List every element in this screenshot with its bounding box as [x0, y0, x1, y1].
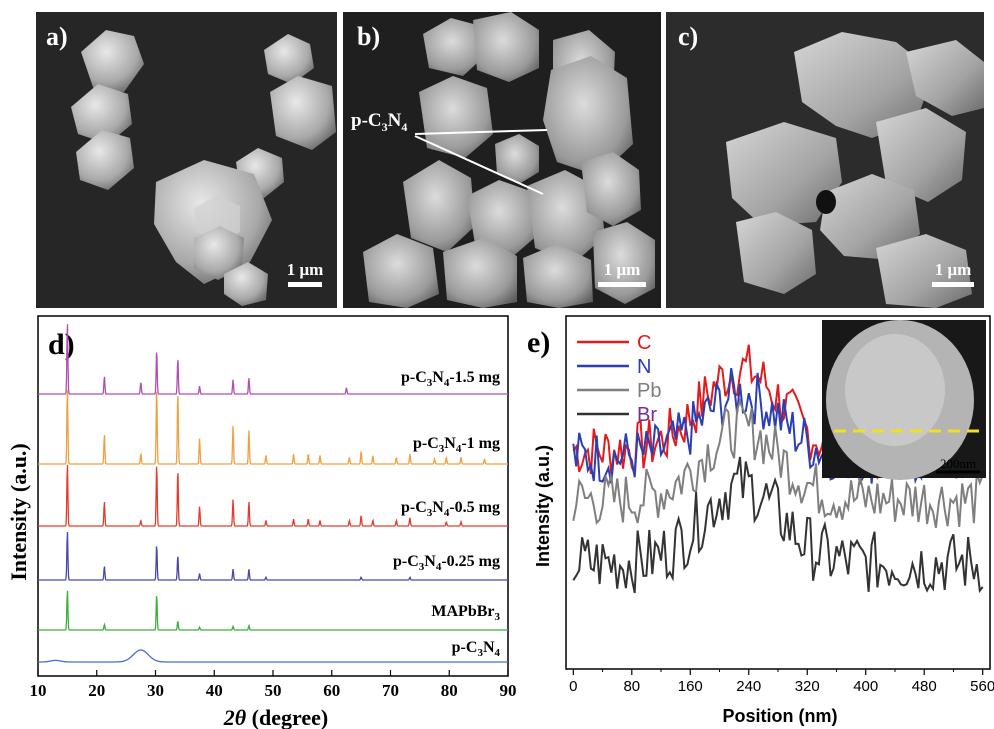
xrd-x-tick-label: 40: [206, 681, 223, 700]
eds-x-tick-label: 320: [795, 678, 820, 695]
eds-legend-label: Pb: [637, 380, 661, 402]
xrd-series-label: MAPbBr3: [431, 603, 500, 623]
eds-x-tick-label: 480: [912, 678, 937, 695]
eds-legend-label: Br: [637, 404, 657, 426]
eds-chart: e) Intensity (a.u.) Position (nm) 0 80 160…: [527, 315, 994, 726]
particle-annotation: p-C3N4: [351, 110, 408, 134]
scale-bar-b: 1 μm: [593, 260, 651, 287]
xrd-x-tick-label: 20: [88, 681, 105, 700]
scale-bar-a: 1 μm: [282, 260, 328, 287]
eds-inset: 200nm: [822, 320, 986, 480]
eds-legend-label: C: [637, 332, 651, 354]
sem-panel-a: a) 1 μm: [36, 12, 337, 308]
xrd-series-label: p-C3N4-0.5 mg: [401, 499, 500, 519]
panel-label-b: b): [357, 22, 381, 51]
xrd-x-axis-label: 2θ (degree): [223, 705, 328, 729]
xrd-series-label: p-C3N4-1 mg: [413, 435, 500, 455]
xrd-x-tick-label: 60: [323, 681, 340, 700]
eds-x-tick-label: 0: [569, 678, 577, 695]
scale-bar-c-text: 1 μm: [934, 260, 972, 279]
eds-x-axis-label: Position (nm): [723, 706, 838, 726]
eds-inset-particle-highlight: [845, 334, 945, 446]
sem-image-c: [666, 12, 984, 308]
xrd-x-tick-label: 80: [441, 681, 458, 700]
xrd-series-line: [38, 324, 508, 395]
xrd-series-label: p-C3N4-1.5 mg: [401, 369, 500, 389]
annotation-line-1: [414, 129, 548, 135]
xrd-series-line: [38, 464, 508, 527]
eds-legend-label: N: [637, 356, 651, 378]
eds-x-tick-label: 160: [678, 678, 703, 695]
xrd-series-line: [38, 531, 508, 581]
sem-image-a: [36, 12, 337, 308]
xrd-x-tick-label: 10: [30, 681, 47, 700]
sem-panel-b: b) p-C3N4 1 μm: [343, 12, 661, 308]
xrd-series-line: [38, 389, 508, 465]
xrd-panel-label: d): [48, 328, 75, 361]
eds-series-line: [572, 456, 984, 594]
scale-bar-c: 1 μm: [928, 260, 978, 287]
sem-panel-c: c) 1 μm: [666, 12, 984, 308]
xrd-series-label: p-C3N4-0.25 mg: [393, 553, 500, 573]
xrd-x-tick-label: 30: [147, 681, 164, 700]
eds-panel-label: e): [527, 326, 550, 359]
scale-bar-b-text: 1 μm: [603, 260, 641, 279]
xrd-x-tick-label: 70: [382, 681, 399, 700]
xrd-series-line: [38, 649, 508, 663]
eds-x-tick-label: 560: [970, 678, 994, 695]
xrd-chart: d) Intensity (a.u.) 2θ (degree) 10 20 30 40…: [6, 315, 517, 729]
eds-inset-scale-text: 200nm: [940, 456, 976, 471]
eds-x-tick-label: 400: [853, 678, 878, 695]
scale-bar-a-line: [288, 282, 322, 287]
scale-bar-c-line: [932, 282, 974, 287]
xrd-y-axis-label: Intensity (a.u.): [6, 443, 31, 581]
xrd-x-tick-label: 90: [500, 681, 517, 700]
panel-label-a: a): [46, 22, 68, 51]
scale-bar-b-line: [598, 282, 646, 287]
eds-series-line: [572, 397, 984, 528]
eds-x-tick-label: 240: [736, 678, 761, 695]
eds-x-tick-label: 80: [623, 678, 640, 695]
scale-bar-a-text: 1 μm: [286, 260, 324, 279]
sem-image-b: [343, 12, 661, 308]
annotation-line-2: [414, 135, 544, 195]
xrd-series-line: [38, 590, 508, 631]
panel-label-c: c): [678, 22, 699, 51]
xrd-x-tick-label: 50: [265, 681, 282, 700]
eds-y-axis-label: Intensity (a.u.): [533, 445, 553, 567]
xrd-series-label: p-C3N4: [452, 639, 501, 659]
